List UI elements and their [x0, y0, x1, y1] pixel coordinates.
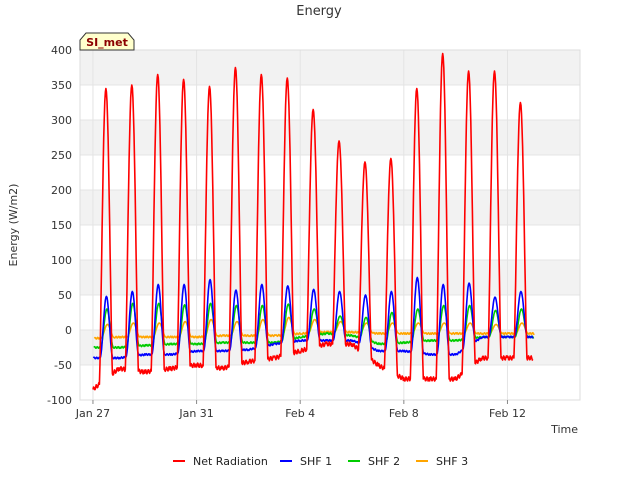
y-tick-label: 50 — [58, 289, 72, 302]
y-tick-label: 300 — [51, 114, 72, 127]
plot-bands — [80, 50, 580, 365]
series-line — [93, 316, 535, 340]
x-axis: Jan 27 Jan 31 Feb 4 Feb 8 Feb 12 — [75, 400, 526, 420]
x-tick-label: Jan 27 — [75, 407, 110, 420]
site-badge: SI_met — [79, 32, 135, 51]
plot-band — [80, 260, 580, 295]
y-tick-label: 0 — [65, 324, 72, 337]
y-tick-label: 250 — [51, 149, 72, 162]
x-tick-label: Feb 12 — [489, 407, 526, 420]
x-tick-label: Feb 8 — [389, 407, 419, 420]
legend-label: SHF 1 — [300, 455, 332, 468]
series-lines — [92, 52, 535, 391]
series-line — [92, 276, 534, 360]
y-axis: -100 -50 0 50 100 150 200 250 300 350 400 — [47, 44, 72, 407]
legend-label: Net Radiation — [193, 455, 268, 468]
y-tick-label: 400 — [51, 44, 72, 57]
plot-band — [80, 50, 580, 85]
legend-label: SHF 2 — [368, 455, 400, 468]
y-tick-label: 350 — [51, 79, 72, 92]
x-tick-label: Jan 31 — [178, 407, 213, 420]
series-line — [93, 302, 535, 350]
x-axis-label: Time — [550, 423, 578, 436]
plot-border — [79, 49, 581, 401]
legend: Net Radiation SHF 1 SHF 2 SHF 3 — [173, 455, 468, 468]
series-line — [92, 52, 534, 391]
plot-band — [80, 190, 580, 225]
y-tick-label: 100 — [51, 254, 72, 267]
y-axis-label: Energy (W/m2) — [7, 184, 20, 267]
y-tick-label: -100 — [47, 394, 72, 407]
y-tick-label: 150 — [51, 219, 72, 232]
legend-label: SHF 3 — [436, 455, 468, 468]
y-tick-label: 200 — [51, 184, 72, 197]
site-badge-shape — [79, 32, 135, 51]
x-tick-label: Feb 4 — [285, 407, 315, 420]
chart-title: Energy — [296, 4, 342, 19]
y-tick-label: -50 — [54, 359, 72, 372]
site-badge-label: SI_met — [86, 36, 128, 49]
